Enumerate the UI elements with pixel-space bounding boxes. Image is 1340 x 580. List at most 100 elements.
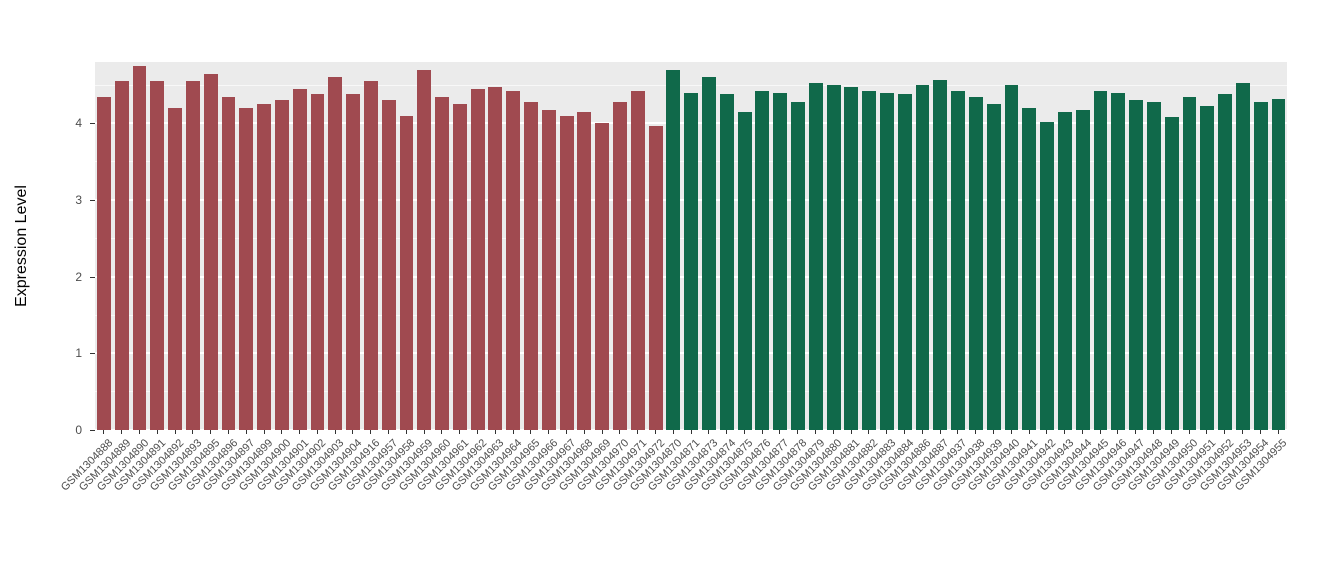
bar-slot	[1216, 62, 1234, 430]
bar-GSM1304959	[417, 69, 432, 430]
bar-GSM1304961	[452, 104, 467, 430]
bar-GSM1304876	[755, 91, 770, 430]
x-tick-mark	[975, 430, 977, 434]
bar-slot	[771, 62, 789, 430]
x-tick-mark	[815, 430, 817, 434]
bar-slot	[682, 62, 700, 430]
bar-slot	[914, 62, 932, 430]
bar-GSM1304901	[292, 88, 307, 430]
bar-slot	[1252, 62, 1270, 430]
bar-slot	[1163, 62, 1181, 430]
x-tick-mark	[192, 430, 194, 434]
bar-GSM1304966	[541, 109, 556, 430]
bar-GSM1304883	[880, 92, 894, 430]
bar-slot	[1145, 62, 1163, 430]
bar-GSM1304953	[1235, 83, 1250, 430]
plot-panel	[95, 62, 1287, 431]
bar-slot	[558, 62, 576, 430]
x-tick-mark	[245, 430, 247, 434]
x-tick-mark	[797, 430, 799, 434]
bar-GSM1304939	[986, 104, 1001, 430]
y-tick-mark	[90, 430, 95, 431]
x-tick-mark	[227, 430, 229, 434]
x-tick-mark	[832, 430, 834, 434]
bar-slot	[148, 62, 166, 430]
bar-slot	[540, 62, 558, 430]
bar-slot	[1234, 62, 1252, 430]
bar-GSM1304951	[1200, 106, 1215, 430]
bar-slot	[576, 62, 594, 430]
bar-GSM1304947	[1129, 100, 1144, 430]
bar-GSM1304948	[1146, 101, 1161, 430]
x-tick-mark	[1010, 430, 1012, 434]
bar-GSM1304958	[399, 115, 414, 430]
x-tick-mark	[565, 430, 567, 434]
bar-slot	[967, 62, 985, 430]
x-tick-mark	[690, 430, 692, 434]
x-tick-mark	[1064, 430, 1066, 434]
bars-container	[95, 62, 1287, 430]
x-tick-mark	[405, 430, 407, 434]
x-tick-mark	[850, 430, 852, 434]
bar-GSM1304895	[203, 73, 218, 430]
bar-slot	[1038, 62, 1056, 430]
y-tick-label-2: 2	[75, 269, 82, 284]
bar-GSM1304902	[310, 94, 325, 430]
bar-GSM1304960	[435, 96, 449, 430]
x-tick-mark	[423, 430, 425, 434]
bar-GSM1304900	[274, 100, 289, 430]
bar-GSM1304954	[1253, 101, 1268, 430]
bar-slot	[611, 62, 629, 430]
bar-GSM1304899	[257, 104, 271, 430]
bar-GSM1304877	[773, 92, 788, 430]
bar-slot	[184, 62, 202, 430]
bar-slot	[344, 62, 362, 430]
bar-GSM1304891	[150, 81, 165, 430]
x-tick-mark	[1099, 430, 1101, 434]
bar-slot	[789, 62, 807, 430]
x-tick-mark	[477, 430, 478, 434]
x-tick-mark	[441, 430, 443, 434]
bar-GSM1304944	[1075, 109, 1090, 430]
bar-slot	[825, 62, 843, 430]
bar-slot	[487, 62, 505, 430]
x-tick-mark	[903, 430, 905, 434]
bar-GSM1304940	[1004, 85, 1019, 430]
bar-slot	[469, 62, 487, 430]
y-tick-label-1: 1	[75, 346, 82, 361]
x-tick-mark	[299, 430, 301, 434]
bar-GSM1304880	[826, 85, 841, 430]
x-tick-mark	[1206, 430, 1208, 434]
bar-GSM1304904	[346, 94, 360, 430]
x-tick-mark	[263, 430, 265, 434]
x-tick-mark	[334, 430, 336, 434]
bar-GSM1304887	[933, 79, 948, 430]
x-tick-mark	[1081, 430, 1083, 434]
bar-slot	[896, 62, 914, 430]
bar-GSM1304870	[666, 69, 681, 430]
bar-GSM1304878	[791, 101, 805, 430]
bar-GSM1304881	[844, 86, 859, 430]
bar-slot	[931, 62, 949, 430]
x-tick-mark	[156, 430, 158, 434]
bar-slot	[807, 62, 825, 430]
x-tick-mark	[512, 430, 514, 434]
x-tick-mark	[779, 430, 781, 434]
bar-GSM1304968	[577, 111, 592, 430]
bar-slot	[665, 62, 683, 430]
x-tick-mark	[1188, 430, 1190, 434]
bar-slot	[451, 62, 469, 430]
x-tick-mark	[992, 430, 994, 434]
bar-slot	[1003, 62, 1021, 430]
bar-GSM1304871	[684, 92, 699, 430]
bar-slot	[273, 62, 291, 430]
bar-GSM1304916	[363, 81, 378, 430]
y-tick-mark	[90, 200, 95, 201]
bar-slot	[380, 62, 398, 430]
x-tick-mark	[352, 430, 354, 434]
x-tick-mark	[548, 430, 550, 434]
bar-slot	[95, 62, 113, 430]
bar-slot	[433, 62, 451, 430]
x-tick-mark	[121, 430, 123, 434]
